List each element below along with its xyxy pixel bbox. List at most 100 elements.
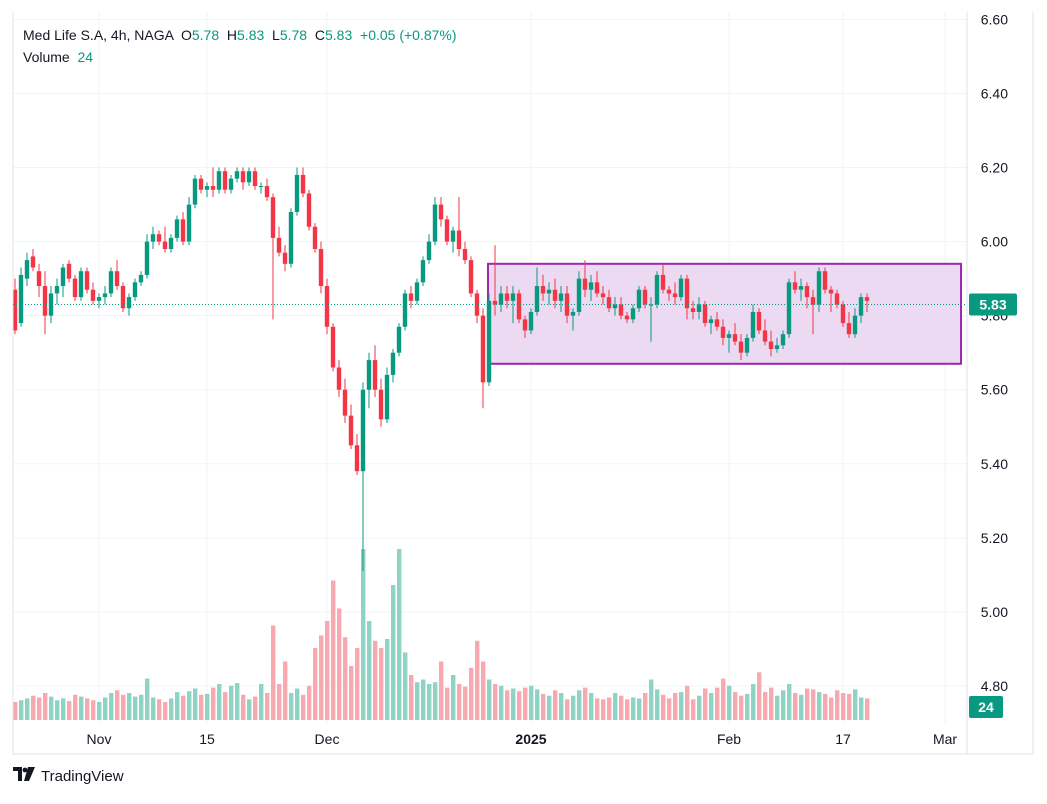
candle-body[interactable]: [288, 211, 294, 264]
candle-body[interactable]: [852, 315, 858, 335]
candle-body[interactable]: [348, 415, 354, 446]
candle-body[interactable]: [36, 271, 42, 287]
candle-body[interactable]: [534, 286, 540, 312]
candle-body[interactable]: [378, 389, 384, 420]
candle-body[interactable]: [522, 319, 528, 331]
candle-body[interactable]: [192, 178, 198, 205]
candle-body[interactable]: [678, 278, 684, 298]
candle-body[interactable]: [564, 293, 570, 316]
candle-body[interactable]: [294, 174, 300, 212]
candle-body[interactable]: [126, 297, 132, 309]
candle-body[interactable]: [786, 282, 792, 335]
candle-body[interactable]: [174, 219, 180, 238]
candle-body[interactable]: [246, 171, 252, 183]
candle-body[interactable]: [828, 289, 834, 294]
candle-body[interactable]: [168, 237, 174, 249]
candle-body[interactable]: [396, 326, 402, 353]
candle-body[interactable]: [792, 282, 798, 290]
candle-body[interactable]: [204, 186, 210, 190]
candle-body[interactable]: [726, 334, 732, 338]
candle-body[interactable]: [732, 334, 738, 342]
candle-body[interactable]: [690, 308, 696, 312]
candle-body[interactable]: [432, 204, 438, 242]
candle-body[interactable]: [84, 271, 90, 290]
candle-body[interactable]: [72, 278, 78, 298]
candle-body[interactable]: [150, 234, 156, 242]
candle-body[interactable]: [672, 293, 678, 298]
candle-body[interactable]: [708, 319, 714, 324]
candle-body[interactable]: [774, 345, 780, 349]
candle-body[interactable]: [234, 171, 240, 179]
candle-body[interactable]: [414, 282, 420, 301]
candle-body[interactable]: [750, 311, 756, 338]
candle-body[interactable]: [768, 341, 774, 349]
candle-body[interactable]: [24, 260, 30, 279]
candle-body[interactable]: [642, 289, 648, 305]
candle-body[interactable]: [714, 319, 720, 327]
candle-body[interactable]: [156, 234, 162, 242]
candle-body[interactable]: [462, 249, 468, 261]
candle-body[interactable]: [510, 293, 516, 301]
candle-body[interactable]: [810, 297, 816, 305]
candle-body[interactable]: [636, 289, 642, 309]
candle-body[interactable]: [252, 171, 258, 187]
candle-body[interactable]: [216, 171, 222, 190]
candle-body[interactable]: [222, 171, 228, 190]
candle-body[interactable]: [90, 289, 96, 301]
candle-body[interactable]: [744, 337, 750, 353]
candle-body[interactable]: [96, 297, 102, 301]
candle-body[interactable]: [618, 304, 624, 316]
candle-body[interactable]: [858, 297, 864, 316]
candle-body[interactable]: [102, 293, 108, 298]
candle-body[interactable]: [114, 271, 120, 287]
candle-body[interactable]: [762, 330, 768, 342]
legend-volume-label[interactable]: Volume: [23, 49, 70, 65]
candle-body[interactable]: [18, 274, 24, 324]
candle-body[interactable]: [540, 286, 546, 294]
candle-body[interactable]: [594, 282, 600, 294]
candle-body[interactable]: [480, 315, 486, 383]
candle-body[interactable]: [120, 286, 126, 309]
candle-body[interactable]: [780, 334, 786, 346]
candle-body[interactable]: [546, 289, 552, 294]
candle-body[interactable]: [444, 219, 450, 242]
candle-body[interactable]: [468, 260, 474, 294]
candle-body[interactable]: [558, 293, 564, 301]
candle-body[interactable]: [576, 278, 582, 312]
candle-body[interactable]: [834, 293, 840, 305]
candle-body[interactable]: [138, 274, 144, 283]
candle-body[interactable]: [630, 308, 636, 320]
candle-body[interactable]: [840, 304, 846, 324]
candle-body[interactable]: [606, 297, 612, 309]
legend-symbol[interactable]: Med Life S.A, 4h, NAGA: [23, 27, 174, 43]
candle-body[interactable]: [342, 389, 348, 416]
candle-body[interactable]: [144, 241, 150, 275]
candle-body[interactable]: [60, 267, 66, 287]
candle-body[interactable]: [318, 249, 324, 287]
candle-body[interactable]: [624, 315, 630, 320]
candle-body[interactable]: [180, 219, 186, 242]
candle-body[interactable]: [438, 204, 444, 220]
candle-body[interactable]: [384, 374, 390, 420]
candle-body[interactable]: [528, 311, 534, 331]
candle-body[interactable]: [660, 274, 666, 290]
candle-body[interactable]: [270, 197, 276, 238]
candle-body[interactable]: [420, 260, 426, 283]
candle-body[interactable]: [756, 311, 762, 331]
candle-body[interactable]: [78, 271, 84, 298]
candle-body[interactable]: [12, 289, 18, 331]
candle-body[interactable]: [582, 278, 588, 290]
candle-body[interactable]: [498, 293, 504, 305]
candle-body[interactable]: [666, 289, 672, 294]
candle-body[interactable]: [48, 293, 54, 316]
candle-body[interactable]: [300, 174, 306, 194]
candle-body[interactable]: [282, 252, 288, 264]
candle-body[interactable]: [336, 367, 342, 390]
candle-body[interactable]: [720, 326, 726, 338]
candle-body[interactable]: [306, 193, 312, 227]
candle-body[interactable]: [702, 304, 708, 324]
candle-body[interactable]: [816, 271, 822, 305]
candle-body[interactable]: [846, 323, 852, 335]
candle-body[interactable]: [654, 274, 660, 305]
